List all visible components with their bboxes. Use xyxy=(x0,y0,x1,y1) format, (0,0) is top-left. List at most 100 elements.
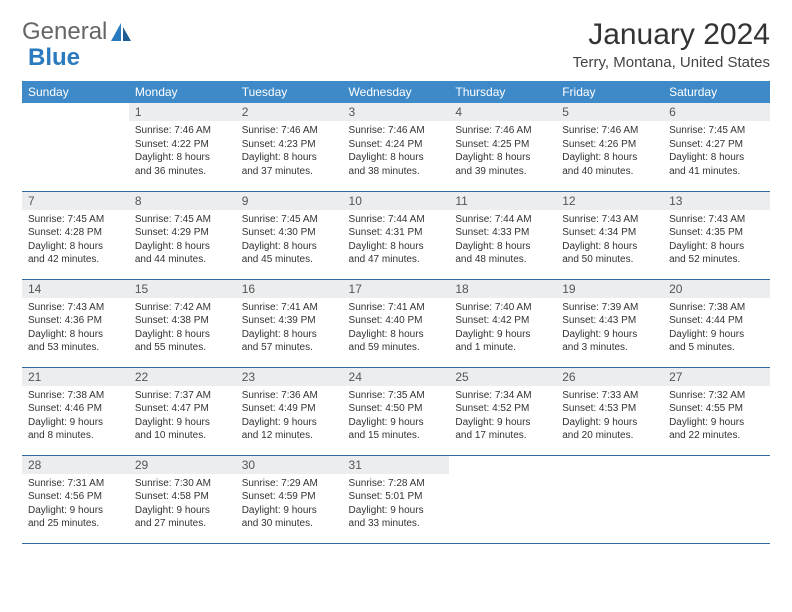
daylight-line2: and 47 minutes. xyxy=(349,253,444,267)
calendar-week-row: 28Sunrise: 7:31 AMSunset: 4:56 PMDayligh… xyxy=(22,455,770,543)
daylight-line2: and 33 minutes. xyxy=(349,517,444,531)
sunrise-text: Sunrise: 7:43 AM xyxy=(28,301,123,315)
day-number: 24 xyxy=(343,368,450,386)
weekday-header: Friday xyxy=(556,81,663,103)
calendar-day-cell: 5Sunrise: 7:46 AMSunset: 4:26 PMDaylight… xyxy=(556,103,663,191)
day-number: 11 xyxy=(449,192,556,210)
daylight-line2: and 22 minutes. xyxy=(669,429,764,443)
sunrise-text: Sunrise: 7:43 AM xyxy=(669,213,764,227)
daylight-line1: Daylight: 8 hours xyxy=(562,240,657,254)
sunrise-text: Sunrise: 7:46 AM xyxy=(455,124,550,138)
daylight-line2: and 48 minutes. xyxy=(455,253,550,267)
weekday-header: Tuesday xyxy=(236,81,343,103)
sunrise-text: Sunrise: 7:35 AM xyxy=(349,389,444,403)
daylight-line1: Daylight: 8 hours xyxy=(242,240,337,254)
daylight-line1: Daylight: 9 hours xyxy=(349,504,444,518)
calendar-day-cell: 23Sunrise: 7:36 AMSunset: 4:49 PMDayligh… xyxy=(236,367,343,455)
daylight-line1: Daylight: 8 hours xyxy=(28,240,123,254)
calendar-day-cell: 24Sunrise: 7:35 AMSunset: 4:50 PMDayligh… xyxy=(343,367,450,455)
sunrise-text: Sunrise: 7:44 AM xyxy=(349,213,444,227)
day-number: 12 xyxy=(556,192,663,210)
calendar-day-cell: 16Sunrise: 7:41 AMSunset: 4:39 PMDayligh… xyxy=(236,279,343,367)
day-number: 13 xyxy=(663,192,770,210)
daylight-line2: and 8 minutes. xyxy=(28,429,123,443)
calendar-day-cell xyxy=(556,455,663,543)
day-details: Sunrise: 7:42 AMSunset: 4:38 PMDaylight:… xyxy=(129,298,236,359)
daylight-line2: and 44 minutes. xyxy=(135,253,230,267)
calendar-day-cell: 8Sunrise: 7:45 AMSunset: 4:29 PMDaylight… xyxy=(129,191,236,279)
day-details: Sunrise: 7:31 AMSunset: 4:56 PMDaylight:… xyxy=(22,474,129,535)
day-details: Sunrise: 7:41 AMSunset: 4:39 PMDaylight:… xyxy=(236,298,343,359)
sunrise-text: Sunrise: 7:41 AM xyxy=(242,301,337,315)
daylight-line1: Daylight: 9 hours xyxy=(242,416,337,430)
sunrise-text: Sunrise: 7:41 AM xyxy=(349,301,444,315)
calendar-day-cell xyxy=(663,455,770,543)
day-details: Sunrise: 7:43 AMSunset: 4:35 PMDaylight:… xyxy=(663,210,770,271)
daylight-line2: and 57 minutes. xyxy=(242,341,337,355)
sunrise-text: Sunrise: 7:28 AM xyxy=(349,477,444,491)
daylight-line2: and 30 minutes. xyxy=(242,517,337,531)
daylight-line1: Daylight: 8 hours xyxy=(562,151,657,165)
day-number: 30 xyxy=(236,456,343,474)
logo-text-general: General xyxy=(22,18,107,46)
calendar-day-cell: 3Sunrise: 7:46 AMSunset: 4:24 PMDaylight… xyxy=(343,103,450,191)
sunrise-text: Sunrise: 7:37 AM xyxy=(135,389,230,403)
sunset-text: Sunset: 5:01 PM xyxy=(349,490,444,504)
day-details: Sunrise: 7:45 AMSunset: 4:28 PMDaylight:… xyxy=(22,210,129,271)
calendar-day-cell: 4Sunrise: 7:46 AMSunset: 4:25 PMDaylight… xyxy=(449,103,556,191)
day-details: Sunrise: 7:33 AMSunset: 4:53 PMDaylight:… xyxy=(556,386,663,447)
day-number: 29 xyxy=(129,456,236,474)
day-details: Sunrise: 7:44 AMSunset: 4:31 PMDaylight:… xyxy=(343,210,450,271)
sunset-text: Sunset: 4:38 PM xyxy=(135,314,230,328)
calendar-week-row: 1Sunrise: 7:46 AMSunset: 4:22 PMDaylight… xyxy=(22,103,770,191)
daylight-line1: Daylight: 9 hours xyxy=(455,328,550,342)
sunset-text: Sunset: 4:59 PM xyxy=(242,490,337,504)
day-details: Sunrise: 7:28 AMSunset: 5:01 PMDaylight:… xyxy=(343,474,450,535)
sunset-text: Sunset: 4:36 PM xyxy=(28,314,123,328)
day-details: Sunrise: 7:38 AMSunset: 4:46 PMDaylight:… xyxy=(22,386,129,447)
sunset-text: Sunset: 4:28 PM xyxy=(28,226,123,240)
calendar-day-cell: 11Sunrise: 7:44 AMSunset: 4:33 PMDayligh… xyxy=(449,191,556,279)
weekday-header: Monday xyxy=(129,81,236,103)
calendar-day-cell: 30 Sunrise: 7:29 AMSunset: 4:59 PMDayligh… xyxy=(236,455,343,543)
sail-icon xyxy=(111,23,133,41)
sunset-text: Sunset: 4:23 PM xyxy=(242,138,337,152)
sunrise-text: Sunrise: 7:46 AM xyxy=(242,124,337,138)
daylight-line1: Daylight: 8 hours xyxy=(349,151,444,165)
sunrise-text: Sunrise: 7:30 AM xyxy=(135,477,230,491)
daylight-line1: Daylight: 9 hours xyxy=(242,504,337,518)
calendar-day-cell: 2Sunrise: 7:46 AMSunset: 4:23 PMDaylight… xyxy=(236,103,343,191)
sunrise-text: Sunrise: 7:39 AM xyxy=(562,301,657,315)
day-details: Sunrise: 7:41 AMSunset: 4:40 PMDaylight:… xyxy=(343,298,450,359)
sunset-text: Sunset: 4:31 PM xyxy=(349,226,444,240)
day-details: Sunrise: 7:30 AMSunset: 4:58 PMDaylight:… xyxy=(129,474,236,535)
sunset-text: Sunset: 4:40 PM xyxy=(349,314,444,328)
daylight-line1: Daylight: 8 hours xyxy=(669,151,764,165)
day-number: 26 xyxy=(556,368,663,386)
weekday-header: Thursday xyxy=(449,81,556,103)
weekday-header: Saturday xyxy=(663,81,770,103)
day-number: 27 xyxy=(663,368,770,386)
day-details: Sunrise: 7:46 AMSunset: 4:25 PMDaylight:… xyxy=(449,121,556,182)
sunrise-text: Sunrise: 7:29 AM xyxy=(242,477,337,491)
daylight-line1: Daylight: 8 hours xyxy=(135,240,230,254)
daylight-line2: and 45 minutes. xyxy=(242,253,337,267)
day-number: 31 xyxy=(343,456,450,474)
day-details: Sunrise: 7:35 AMSunset: 4:50 PMDaylight:… xyxy=(343,386,450,447)
day-number: 7 xyxy=(22,192,129,210)
calendar-day-cell: 27Sunrise: 7:32 AMSunset: 4:55 PMDayligh… xyxy=(663,367,770,455)
sunrise-text: Sunrise: 7:34 AM xyxy=(455,389,550,403)
day-details: Sunrise: 7:36 AMSunset: 4:49 PMDaylight:… xyxy=(236,386,343,447)
daylight-line1: Daylight: 9 hours xyxy=(562,416,657,430)
day-details: Sunrise: 7:46 AMSunset: 4:22 PMDaylight:… xyxy=(129,121,236,182)
sunrise-text: Sunrise: 7:45 AM xyxy=(242,213,337,227)
day-number: 5 xyxy=(556,103,663,121)
calendar-day-cell xyxy=(22,103,129,191)
sunset-text: Sunset: 4:44 PM xyxy=(669,314,764,328)
sunrise-text: Sunrise: 7:46 AM xyxy=(349,124,444,138)
title-block: January 2024 Terry, Montana, United Stat… xyxy=(573,18,770,71)
calendar-day-cell: 19Sunrise: 7:39 AMSunset: 4:43 PMDayligh… xyxy=(556,279,663,367)
day-details: Sunrise: 7:44 AMSunset: 4:33 PMDaylight:… xyxy=(449,210,556,271)
daylight-line2: and 38 minutes. xyxy=(349,165,444,179)
sunrise-text: Sunrise: 7:45 AM xyxy=(669,124,764,138)
